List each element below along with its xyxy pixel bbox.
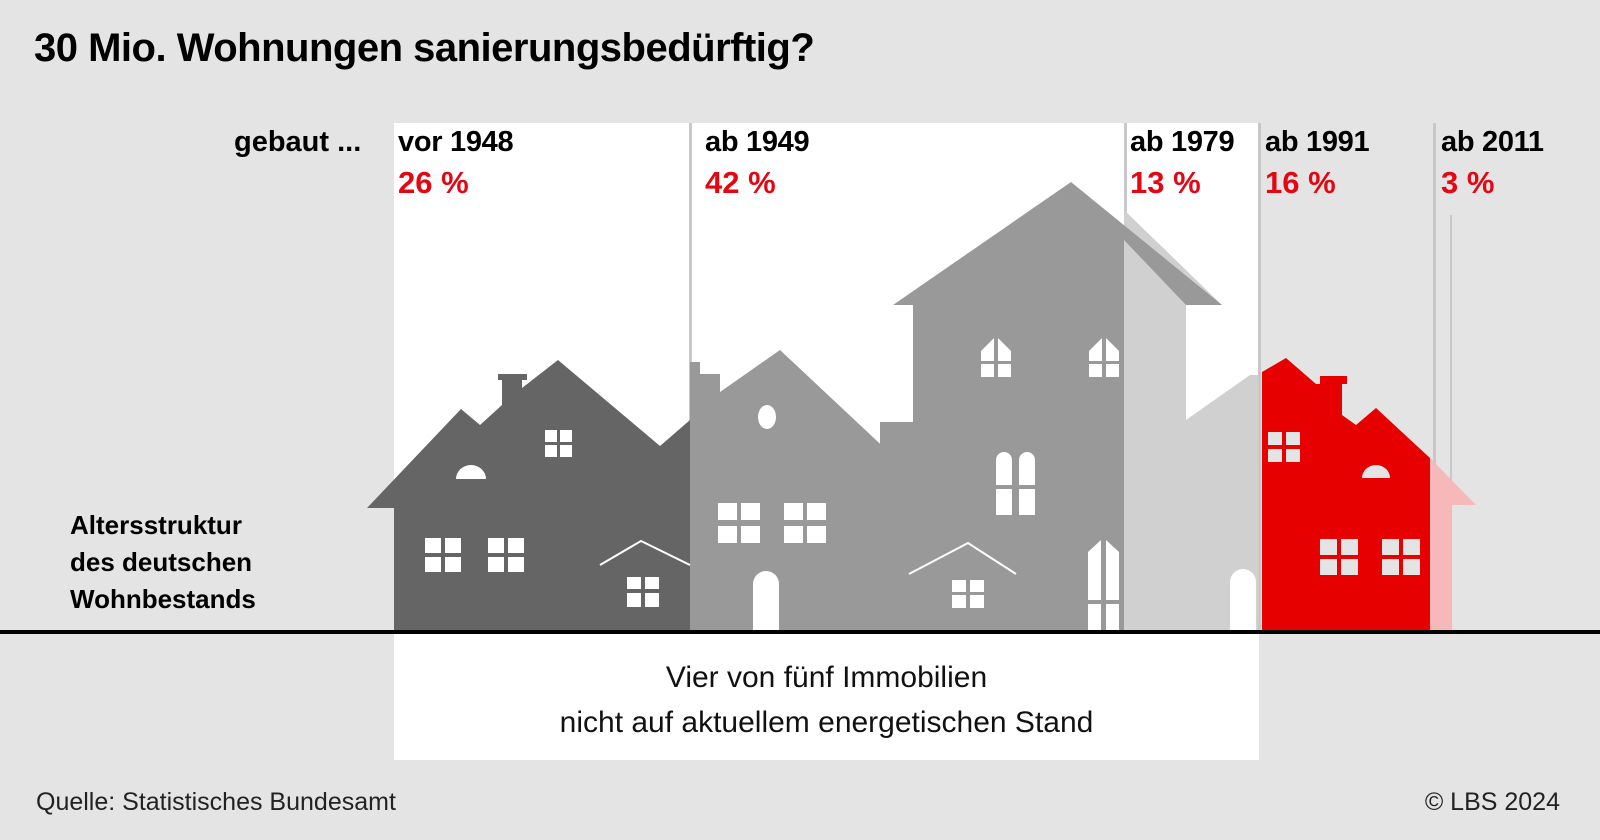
era-label: vor 1948 <box>398 126 514 158</box>
summary-note: Vier von fünf Immobilien nicht auf aktue… <box>394 655 1259 745</box>
divider-2011-inner <box>1450 215 1452 633</box>
column-header-vor-1948: vor 1948 26 % <box>398 126 514 201</box>
percentage-value: 26 % <box>398 165 469 200</box>
percentage-value: 42 % <box>705 165 776 200</box>
windows-tall-house-icon <box>952 338 1256 632</box>
percentage-value: 3 % <box>1441 165 1495 200</box>
source-label: Quelle: Statistisches Bundesamt <box>36 788 396 816</box>
era-label: ab 1949 <box>705 126 810 158</box>
column-header-ab-1949: ab 1949 42 % <box>705 126 810 201</box>
percentage-value: 13 % <box>1130 165 1201 200</box>
note-line: nicht auf aktuellem energetischen Stand <box>559 706 1094 739</box>
era-label: ab 2011 <box>1441 126 1544 158</box>
divider-1991 <box>1258 123 1261 633</box>
gebaut-label: gebaut ... <box>234 126 362 158</box>
house-dark-1948-icon <box>367 360 690 632</box>
house-pink-2011-icon <box>1430 458 1476 632</box>
era-label: ab 1979 <box>1130 126 1235 158</box>
percentage-value: 16 % <box>1265 165 1336 200</box>
house-red-1991-icon <box>1262 358 1430 632</box>
side-label: Altersstruktur des deutschen Wohnbestand… <box>70 507 256 618</box>
column-header-ab-2011: ab 2011 3 % <box>1441 126 1544 201</box>
windows-mid-house-icon <box>718 405 826 632</box>
dormer-roof-dark-icon <box>599 539 691 566</box>
copyright-label: © LBS 2024 <box>1424 788 1560 816</box>
column-header-ab-1991: ab 1991 16 % <box>1265 126 1370 201</box>
windows-dark-house-icon <box>425 430 659 607</box>
era-label: ab 1991 <box>1265 126 1370 158</box>
chart-title: 30 Mio. Wohnungen sanierungsbedürftig? <box>34 26 815 70</box>
house-light-overlay-icon <box>1124 240 1186 632</box>
note-line: Vier von fünf Immobilien <box>665 661 988 694</box>
column-header-ab-1979: ab 1979 13 % <box>1130 126 1235 201</box>
side-label-line: Wohnbestands <box>70 584 256 614</box>
side-label-line: Altersstruktur <box>70 510 242 540</box>
windows-red-house-icon <box>1268 432 1420 575</box>
baseline <box>0 630 1600 634</box>
side-label-line: des deutschen <box>70 547 253 577</box>
divider-2011 <box>1433 123 1436 633</box>
dormer-roof-mid-icon <box>908 541 1017 575</box>
